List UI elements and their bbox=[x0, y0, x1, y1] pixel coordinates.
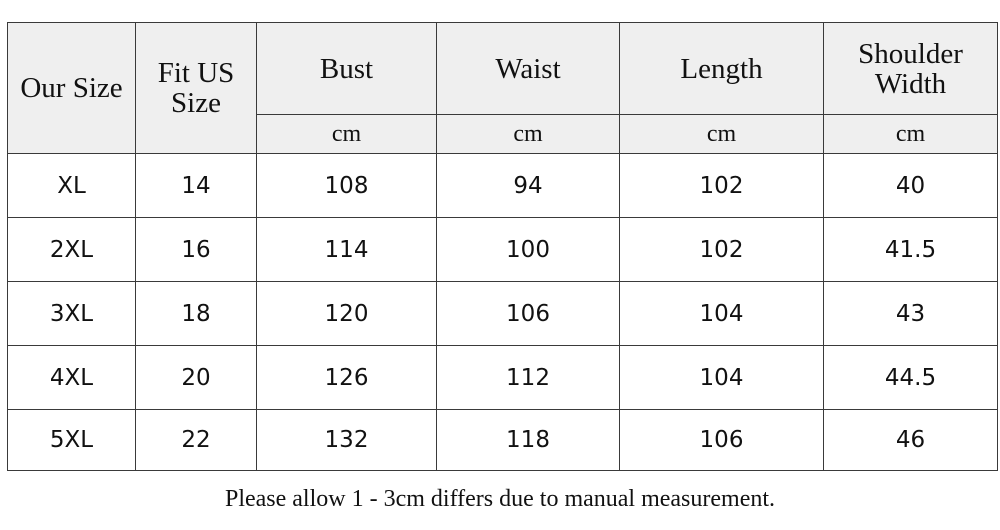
cell-shoulder: 41.5 bbox=[823, 217, 998, 282]
cell-shoulder: 43 bbox=[823, 281, 998, 346]
cell-shoulder: 46 bbox=[823, 409, 998, 471]
unit-length: cm bbox=[619, 114, 824, 154]
header-fit-us-size: Fit US Size bbox=[135, 22, 257, 154]
unit-shoulder: cm bbox=[823, 114, 998, 154]
table-row: 2XL 16 114 100 102 41.5 bbox=[7, 217, 998, 282]
cell-shoulder: 40 bbox=[823, 153, 998, 218]
cell-shoulder: 44.5 bbox=[823, 345, 998, 410]
cell-length: 102 bbox=[619, 217, 824, 282]
header-bust: Bust bbox=[256, 22, 437, 115]
cell-us-size: 16 bbox=[135, 217, 257, 282]
cell-length: 104 bbox=[619, 281, 824, 346]
cell-length: 104 bbox=[619, 345, 824, 410]
cell-bust: 126 bbox=[256, 345, 437, 410]
cell-waist: 112 bbox=[436, 345, 620, 410]
cell-length: 102 bbox=[619, 153, 824, 218]
cell-bust: 114 bbox=[256, 217, 437, 282]
cell-bust: 108 bbox=[256, 153, 437, 218]
header-length: Length bbox=[619, 22, 824, 115]
unit-bust: cm bbox=[256, 114, 437, 154]
table-row: 3XL 18 120 106 104 43 bbox=[7, 281, 998, 346]
header-our-size: Our Size bbox=[7, 22, 136, 154]
unit-waist: cm bbox=[436, 114, 620, 154]
table-row: XL 14 108 94 102 40 bbox=[7, 153, 998, 218]
header-waist: Waist bbox=[436, 22, 620, 115]
cell-bust: 120 bbox=[256, 281, 437, 346]
cell-our-size: 4XL bbox=[7, 345, 136, 410]
cell-our-size: 3XL bbox=[7, 281, 136, 346]
cell-us-size: 14 bbox=[135, 153, 257, 218]
table-row: 4XL 20 126 112 104 44.5 bbox=[7, 345, 998, 410]
cell-waist: 118 bbox=[436, 409, 620, 471]
cell-us-size: 18 bbox=[135, 281, 257, 346]
cell-bust: 132 bbox=[256, 409, 437, 471]
cell-waist: 94 bbox=[436, 153, 620, 218]
size-chart-table: Our Size Fit US Size Bust Waist Length S… bbox=[7, 22, 998, 471]
header-row: Our Size Fit US Size Bust Waist Length S… bbox=[7, 22, 998, 154]
table-row: 5XL 22 132 118 106 46 bbox=[7, 409, 998, 471]
cell-length: 106 bbox=[619, 409, 824, 471]
measurement-note: Please allow 1 - 3cm differs due to manu… bbox=[224, 486, 776, 512]
header-shoulder-width: Shoulder Width bbox=[823, 22, 998, 115]
cell-our-size: 5XL bbox=[7, 409, 136, 471]
cell-our-size: XL bbox=[7, 153, 136, 218]
cell-waist: 106 bbox=[436, 281, 620, 346]
cell-us-size: 20 bbox=[135, 345, 257, 410]
unit-row: cm cm cm cm bbox=[8, 114, 998, 154]
cell-our-size: 2XL bbox=[7, 217, 136, 282]
cell-us-size: 22 bbox=[135, 409, 257, 471]
cell-waist: 100 bbox=[436, 217, 620, 282]
